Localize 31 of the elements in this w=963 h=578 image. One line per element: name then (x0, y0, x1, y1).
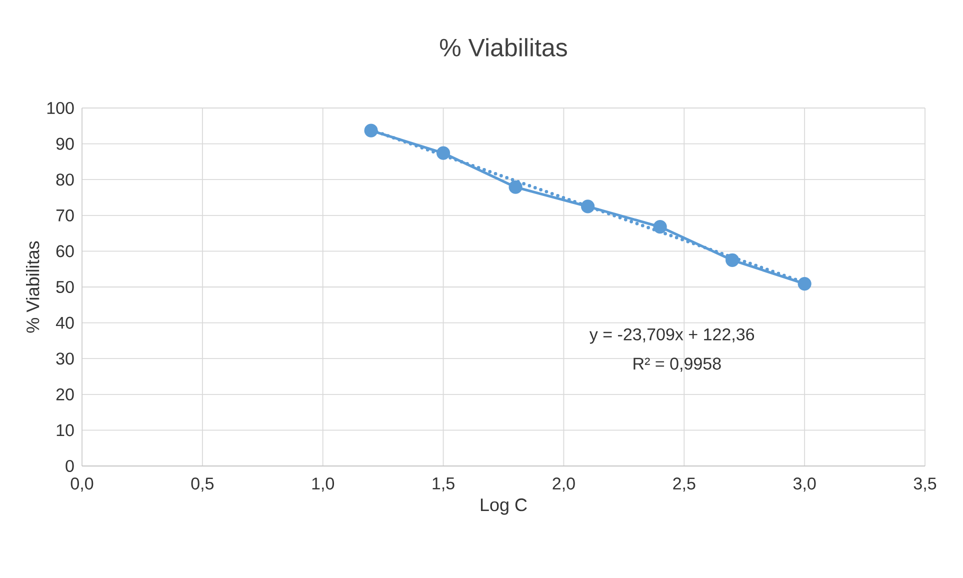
x-axis-title: Log C (480, 498, 527, 515)
y-tick-label: 80 (56, 174, 74, 186)
annotation: R² = 0,9958 (634, 358, 721, 372)
y-axis-title: % Viabilitas (26, 241, 40, 333)
point (581, 200, 595, 214)
y-tick-label: 90 (56, 138, 74, 150)
y-tick-label: 60 (56, 245, 74, 258)
y-tick-label: 0 (66, 460, 74, 472)
y-tick-label: 100 (47, 102, 74, 114)
y-tick-label: 40 (56, 316, 74, 329)
point (436, 146, 450, 160)
x-tick-label: 0,0 (70, 478, 94, 492)
x-tick-label: 2,5 (673, 478, 696, 492)
y-tick-label: 70 (56, 209, 74, 222)
x-tick-label: 3,0 (793, 478, 816, 492)
x-tick-label: 1,5 (432, 478, 454, 492)
x-tick-label: 0,5 (191, 478, 214, 492)
annotation: y = -23,709x + 122,36 (589, 328, 754, 344)
point (508, 180, 522, 194)
x-tick-label: 2,0 (552, 478, 575, 492)
y-tick-label: 10 (56, 424, 74, 436)
y-tick-label: 50 (56, 280, 74, 294)
point (726, 253, 740, 267)
point (364, 124, 378, 138)
y-tick-label: 20 (56, 388, 74, 400)
point (798, 276, 812, 291)
point (653, 220, 667, 234)
x-tick-label: 1,0 (312, 478, 334, 492)
x-tick-label: 3,5 (914, 478, 936, 492)
chart-title: % Viabilitas (440, 38, 567, 56)
y-tick-label: 30 (56, 352, 74, 365)
